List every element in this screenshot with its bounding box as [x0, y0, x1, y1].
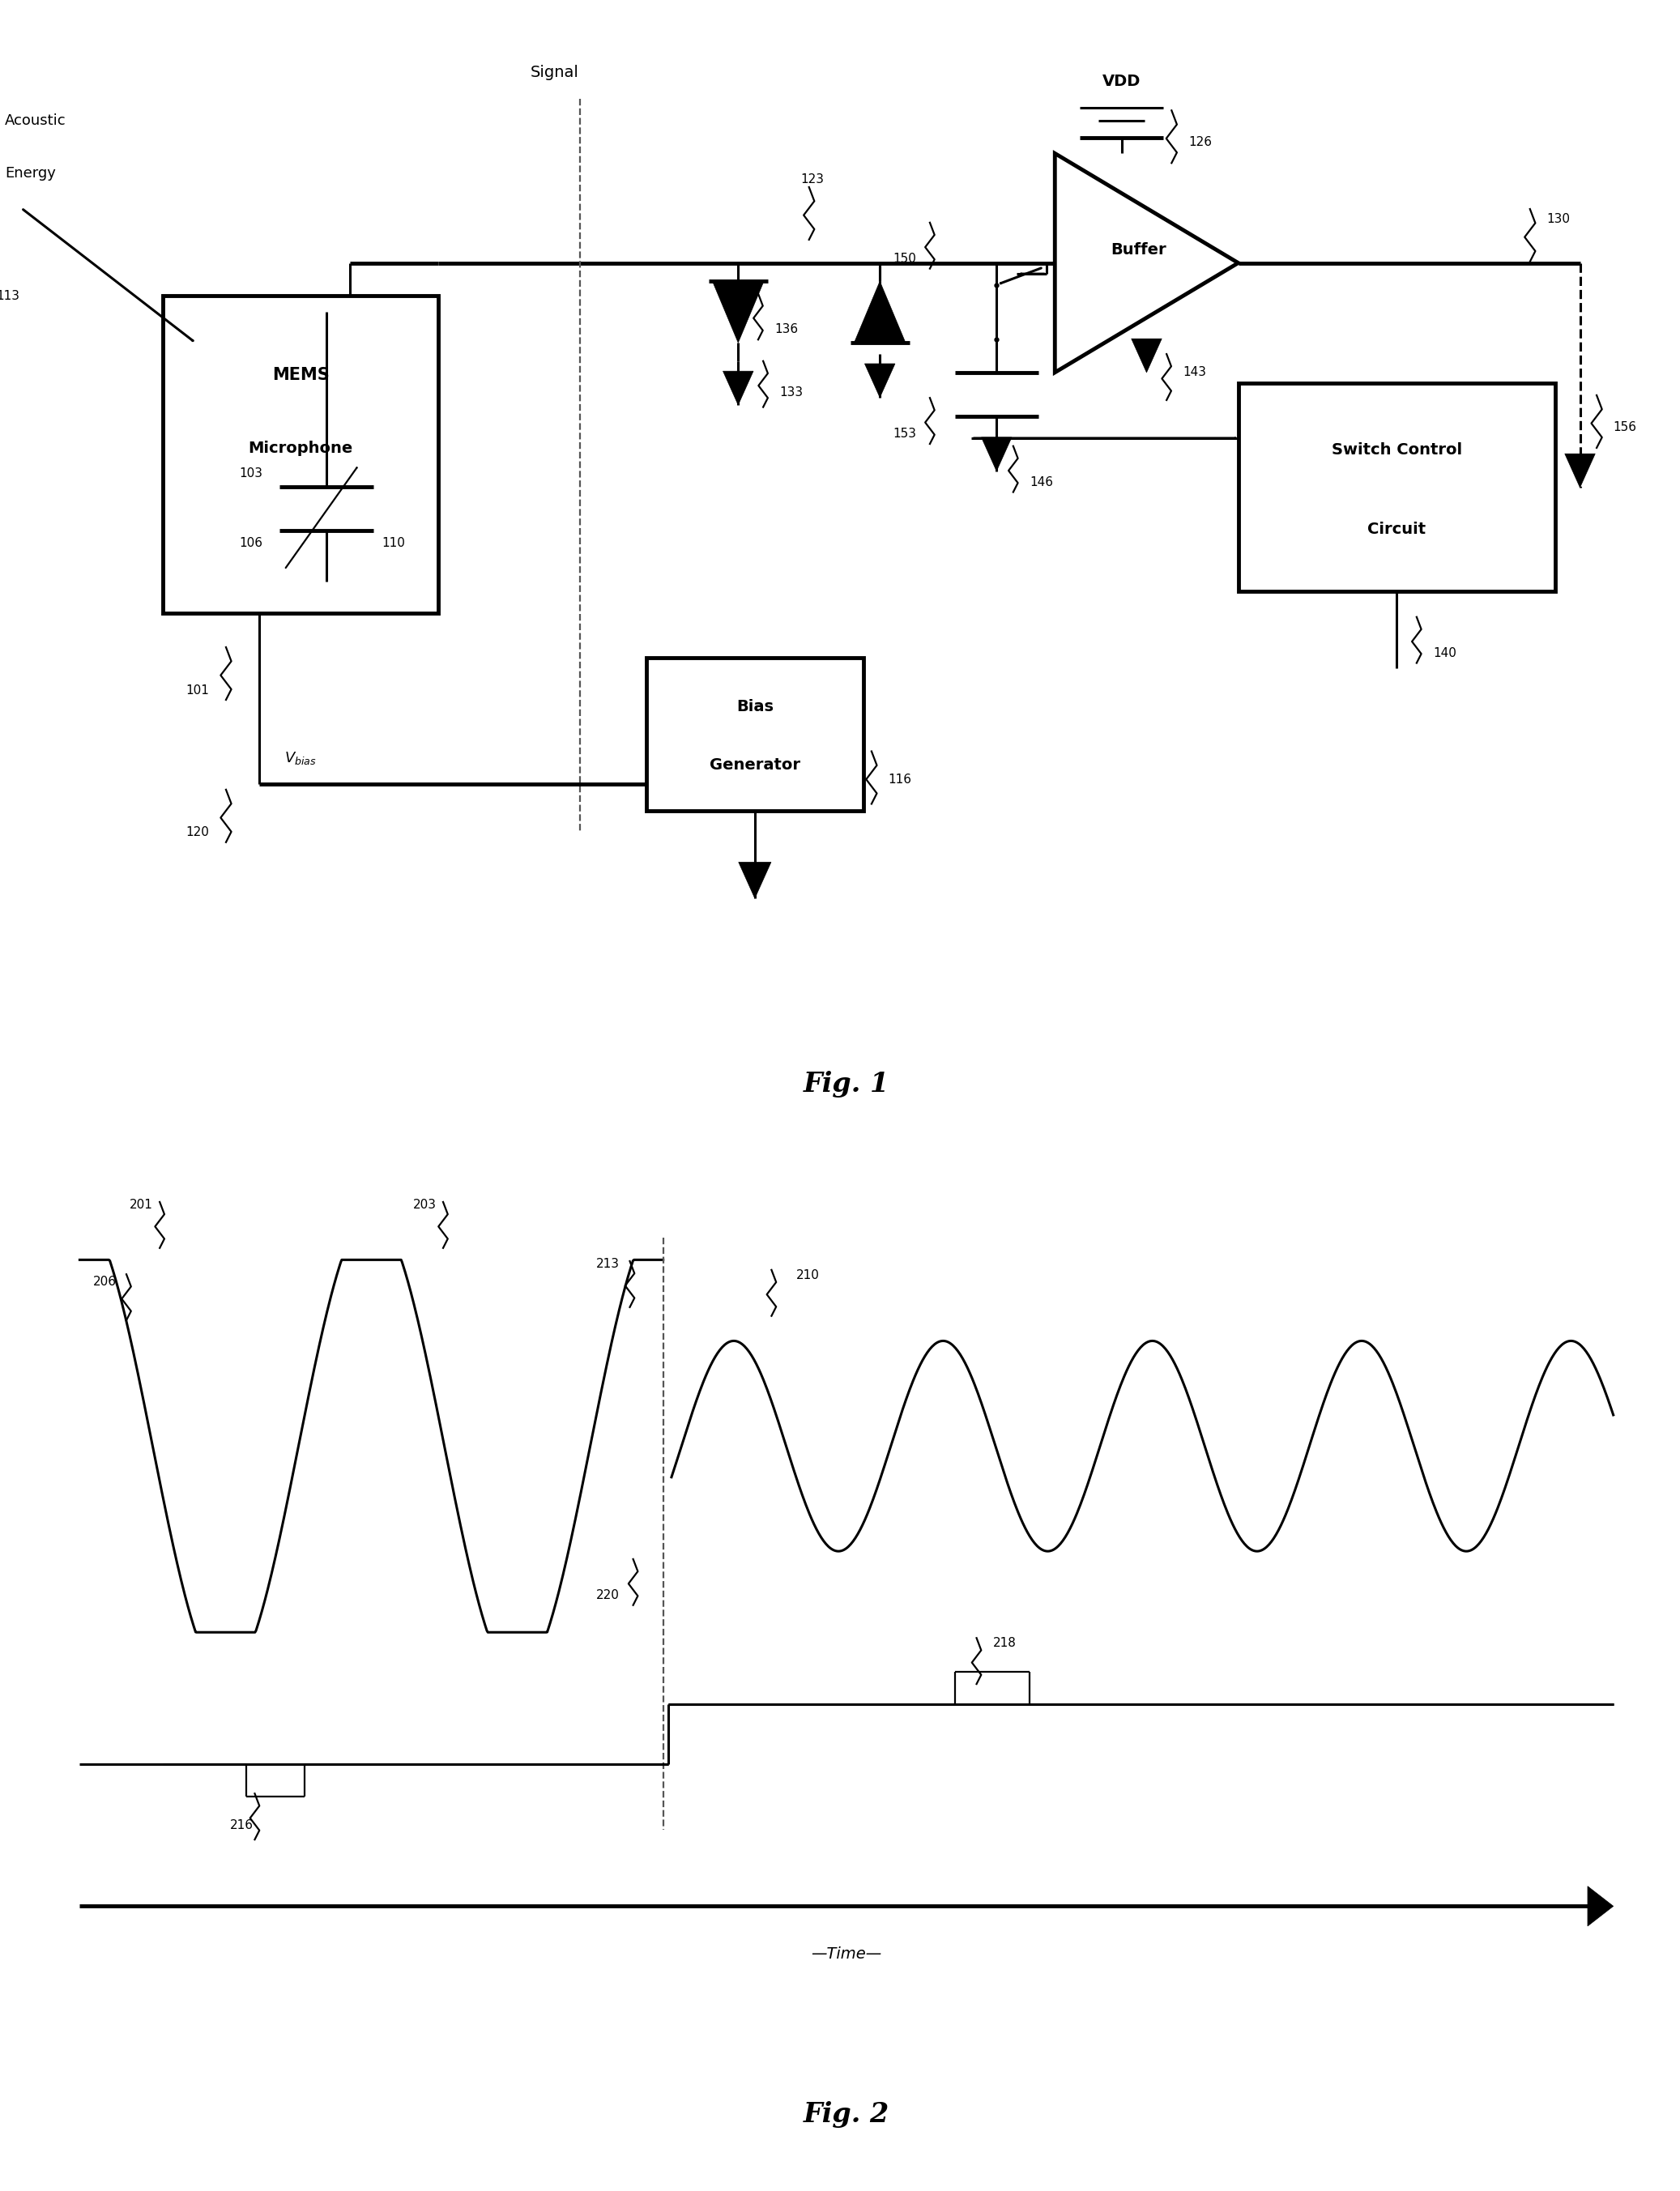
- Text: 130: 130: [1547, 213, 1571, 226]
- Text: Fig. 2: Fig. 2: [803, 2101, 889, 2127]
- Text: 201: 201: [129, 1198, 153, 1212]
- Text: Buffer: Buffer: [1110, 241, 1166, 259]
- Text: MEMS: MEMS: [272, 368, 329, 383]
- Polygon shape: [865, 364, 895, 397]
- Text: 140: 140: [1433, 646, 1457, 659]
- Text: Bias: Bias: [736, 699, 773, 714]
- Text: 156: 156: [1613, 421, 1636, 434]
- Text: Fig. 1: Fig. 1: [803, 1071, 889, 1098]
- Text: 216: 216: [230, 1819, 254, 1832]
- Polygon shape: [981, 438, 1011, 471]
- Text: 126: 126: [1188, 136, 1211, 149]
- Text: 213: 213: [596, 1258, 620, 1271]
- Text: $V_{bias}$: $V_{bias}$: [284, 749, 316, 767]
- Text: Generator: Generator: [709, 756, 800, 773]
- Text: 123: 123: [801, 173, 825, 186]
- Bar: [163, 296, 438, 613]
- Polygon shape: [1131, 340, 1163, 372]
- Text: Circuit: Circuit: [1368, 521, 1426, 537]
- Text: 136: 136: [774, 324, 798, 335]
- Text: Microphone: Microphone: [249, 440, 353, 456]
- Text: 106: 106: [240, 537, 264, 550]
- Text: Energy: Energy: [5, 167, 55, 180]
- Text: 103: 103: [240, 467, 264, 480]
- Text: Acoustic: Acoustic: [5, 114, 66, 127]
- Text: 133: 133: [780, 386, 803, 399]
- Polygon shape: [712, 280, 764, 342]
- Text: VDD: VDD: [1102, 72, 1141, 90]
- Text: 110: 110: [381, 537, 405, 550]
- Polygon shape: [1564, 454, 1594, 489]
- Text: 203: 203: [413, 1198, 437, 1212]
- Bar: [647, 657, 864, 811]
- Text: 113: 113: [0, 289, 20, 302]
- Text: 143: 143: [1183, 366, 1206, 379]
- Text: 150: 150: [894, 252, 917, 265]
- Text: 153: 153: [894, 427, 917, 440]
- Text: 116: 116: [889, 773, 912, 787]
- Polygon shape: [853, 280, 906, 342]
- Text: 218: 218: [993, 1637, 1016, 1650]
- Text: —Time—: —Time—: [811, 1946, 882, 1963]
- Text: Switch Control: Switch Control: [1331, 443, 1462, 458]
- Bar: [1238, 383, 1556, 592]
- Text: 120: 120: [186, 826, 210, 839]
- Text: Signal: Signal: [531, 64, 580, 81]
- Polygon shape: [722, 370, 753, 405]
- Polygon shape: [739, 863, 771, 898]
- Text: 206: 206: [92, 1275, 116, 1288]
- Text: 210: 210: [796, 1269, 820, 1282]
- Polygon shape: [1588, 1886, 1613, 1926]
- Text: 220: 220: [596, 1588, 620, 1602]
- Text: 146: 146: [1030, 475, 1053, 489]
- Text: 101: 101: [186, 684, 210, 697]
